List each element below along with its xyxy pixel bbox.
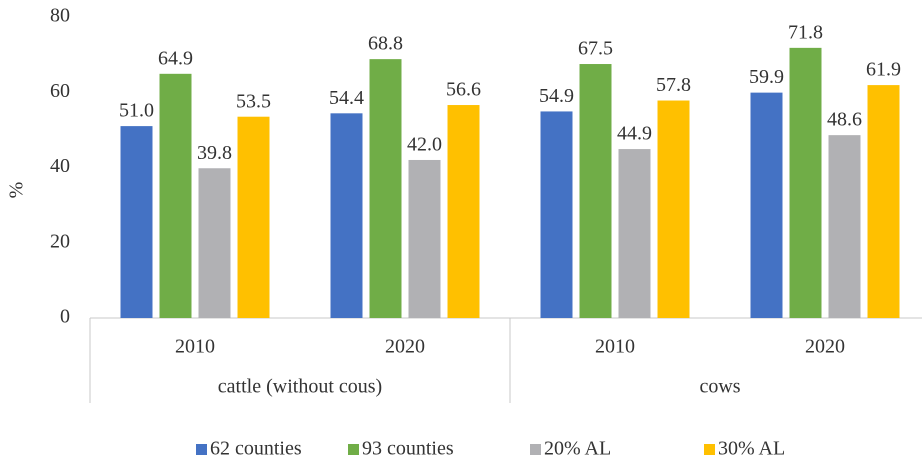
bar (579, 64, 612, 318)
x-tick-label: 2010 (595, 336, 635, 358)
y-tick-label: 0 (60, 306, 70, 328)
value-label: 54.4 (329, 87, 364, 109)
value-label: 51.0 (119, 100, 154, 122)
value-label: 67.5 (578, 38, 613, 60)
y-tick-label: 40 (50, 155, 70, 177)
bar (867, 85, 900, 318)
value-label: 54.9 (539, 85, 574, 107)
legend-label: 20% AL (544, 438, 611, 460)
value-label: 42.0 (407, 134, 442, 156)
legend-swatch (704, 444, 715, 455)
value-label: 57.8 (656, 74, 691, 96)
legend-label: 30% AL (718, 438, 785, 460)
value-label: 64.9 (158, 47, 193, 69)
legend-swatch (530, 444, 541, 455)
legend-swatch (348, 444, 359, 455)
x-tick-label: 2010 (175, 336, 215, 358)
value-label: 71.8 (788, 21, 823, 43)
bar (159, 73, 192, 318)
bar (657, 100, 690, 318)
value-label: 68.8 (368, 33, 403, 55)
group-label: cows (699, 376, 740, 398)
bar (369, 59, 402, 318)
x-tick-label: 2020 (385, 336, 425, 358)
x-tick-label: 2020 (805, 336, 845, 358)
y-tick-label: 80 (50, 5, 70, 27)
value-label: 48.6 (827, 109, 862, 131)
bar (198, 168, 231, 318)
bar (618, 149, 651, 318)
bar (540, 111, 573, 318)
value-label: 61.9 (866, 59, 901, 81)
bar (408, 159, 441, 318)
value-label: 56.6 (446, 79, 481, 101)
y-tick-label: 20 (50, 230, 70, 252)
legend-label: 93 counties (362, 438, 454, 460)
value-label: 59.9 (749, 66, 784, 88)
bar (447, 105, 480, 318)
bar (789, 47, 822, 318)
bar (330, 113, 363, 318)
legend-label: 62 counties (210, 438, 302, 460)
bar (120, 126, 153, 318)
value-label: 39.8 (197, 142, 232, 164)
bar (750, 92, 783, 318)
bar (237, 116, 270, 318)
y-tick-label: 60 (50, 80, 70, 102)
value-label: 44.9 (617, 123, 652, 145)
group-label: cattle (without cous) (218, 376, 382, 398)
y-axis-label: % (6, 182, 28, 199)
legend-swatch (196, 444, 207, 455)
bar (828, 135, 861, 318)
value-label: 53.5 (236, 90, 271, 112)
